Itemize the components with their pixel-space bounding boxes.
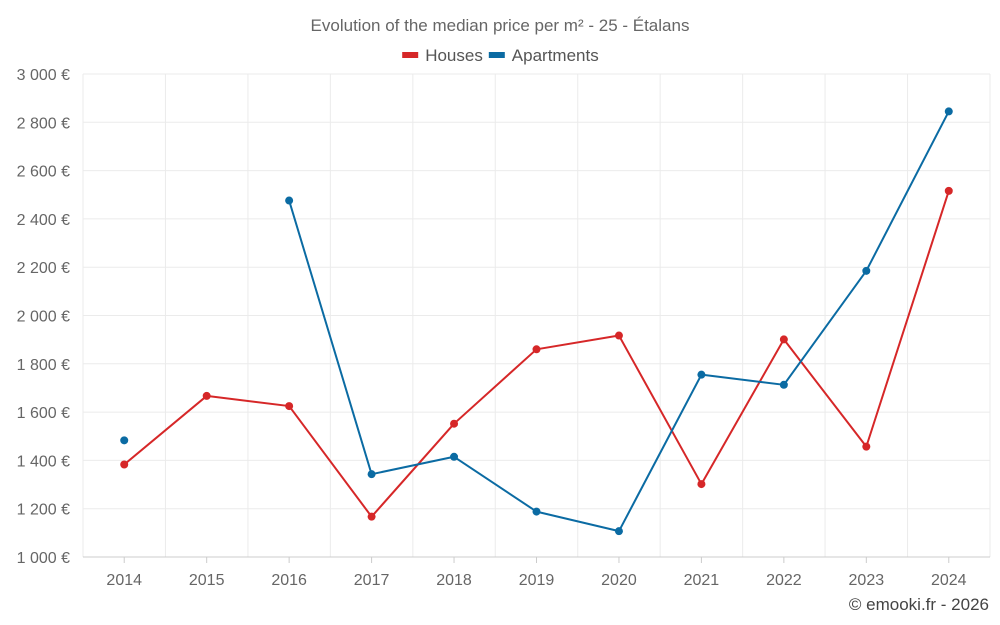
data-point-apartments[interactable] [120, 436, 129, 445]
x-tick-label: 2021 [684, 572, 720, 589]
x-tick-label: 2014 [106, 572, 142, 589]
series-apartments [120, 107, 953, 536]
x-tick-label: 2017 [354, 572, 390, 589]
legend-label: Apartments [512, 46, 599, 65]
data-point-apartments[interactable] [779, 380, 788, 389]
data-point-houses[interactable] [285, 402, 294, 411]
data-point-apartments[interactable] [944, 107, 953, 116]
legend-swatch [488, 52, 505, 58]
data-point-houses[interactable] [450, 419, 459, 428]
data-point-houses[interactable] [862, 442, 871, 451]
legend: Houses Apartments [402, 46, 599, 65]
chart-title: Evolution of the median price per m² - 2… [311, 16, 690, 35]
y-tick-label: 2 800 € [17, 115, 70, 132]
data-point-apartments[interactable] [862, 266, 871, 275]
legend-item-apartments[interactable]: Apartments [488, 46, 599, 65]
y-tick-label: 1 200 € [17, 502, 70, 519]
data-point-houses[interactable] [120, 460, 129, 469]
data-point-houses[interactable] [779, 335, 788, 344]
data-point-apartments[interactable] [367, 470, 376, 479]
x-tick-label: 2023 [849, 572, 885, 589]
x-tick-label: 2015 [189, 572, 225, 589]
series-houses [120, 186, 953, 521]
y-tick-label: 2 400 € [17, 212, 70, 229]
data-point-apartments[interactable] [285, 196, 294, 205]
data-point-houses[interactable] [944, 186, 953, 195]
legend-item-houses[interactable]: Houses [402, 46, 483, 65]
data-point-apartments[interactable] [532, 507, 541, 516]
series-layer [120, 107, 953, 536]
x-tick-label: 2022 [766, 572, 802, 589]
data-point-houses[interactable] [367, 512, 376, 521]
y-tick-label: 2 200 € [17, 260, 70, 277]
x-tick-label: 2020 [601, 572, 637, 589]
legend-label: Houses [425, 46, 483, 65]
y-tick-label: 1 000 € [17, 550, 70, 567]
x-axis: 2014 2015 2016 2017 2018 2019 2020 2021 2022 2023… [83, 556, 990, 589]
y-tick-label: 3 000 € [17, 67, 70, 84]
gridlines [82, 73, 991, 558]
data-point-apartments[interactable] [450, 452, 459, 461]
series-line-apartments [288, 110, 950, 533]
y-tick-label: 2 000 € [17, 309, 70, 326]
data-point-houses[interactable] [614, 331, 623, 340]
data-point-houses[interactable] [202, 391, 211, 400]
x-tick-label: 2019 [519, 572, 555, 589]
x-tick-label: 2018 [436, 572, 472, 589]
copyright-credit: © emooki.fr - 2026 [848, 595, 989, 614]
y-tick-label: 1 400 € [17, 453, 70, 470]
y-tick-label: 2 600 € [17, 164, 70, 181]
y-tick-label: 1 800 € [17, 357, 70, 374]
x-tick-label: 2016 [271, 572, 307, 589]
data-point-houses[interactable] [532, 345, 541, 354]
legend-swatch [402, 52, 419, 58]
x-tick-label: 2024 [931, 572, 967, 589]
data-point-apartments[interactable] [614, 527, 623, 536]
data-point-apartments[interactable] [697, 370, 706, 379]
y-axis: 1 000 € 1 200 € 1 400 € 1 600 € 1 800 € 2 000… [17, 67, 70, 567]
y-tick-label: 1 600 € [17, 405, 70, 422]
data-point-houses[interactable] [697, 480, 706, 489]
